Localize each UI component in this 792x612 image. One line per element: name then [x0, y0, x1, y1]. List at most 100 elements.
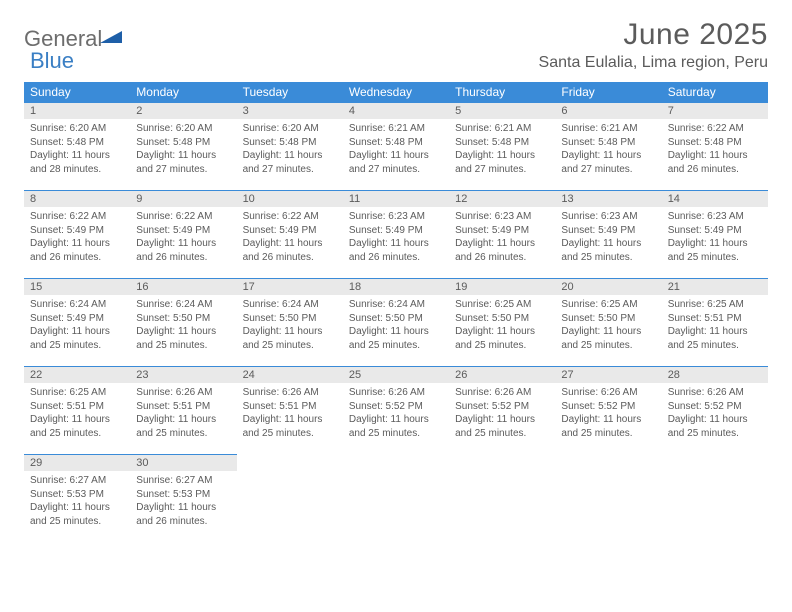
sunrise-line: Sunrise: 6:22 AM: [668, 122, 762, 136]
sunset-line: Sunset: 5:50 PM: [349, 312, 443, 326]
day-number: 24: [237, 367, 343, 383]
day-cell: 29Sunrise: 6:27 AMSunset: 5:53 PMDayligh…: [24, 455, 130, 543]
week-row: 1Sunrise: 6:20 AMSunset: 5:48 PMDaylight…: [24, 103, 768, 191]
sunrise-line: Sunrise: 6:21 AM: [561, 122, 655, 136]
sunset-line: Sunset: 5:51 PM: [30, 400, 124, 414]
day-body: Sunrise: 6:26 AMSunset: 5:52 PMDaylight:…: [343, 383, 449, 446]
weekday-header: Thursday: [449, 82, 555, 103]
day-number: 19: [449, 279, 555, 295]
daylight-line: Daylight: 11 hours and 27 minutes.: [243, 149, 337, 176]
day-number: 3: [237, 103, 343, 119]
sunset-line: Sunset: 5:48 PM: [561, 136, 655, 150]
day-body: Sunrise: 6:20 AMSunset: 5:48 PMDaylight:…: [237, 119, 343, 182]
day-number: 4: [343, 103, 449, 119]
weekday-header: Sunday: [24, 82, 130, 103]
day-body: Sunrise: 6:26 AMSunset: 5:52 PMDaylight:…: [662, 383, 768, 446]
day-body: Sunrise: 6:26 AMSunset: 5:52 PMDaylight:…: [449, 383, 555, 446]
day-body: Sunrise: 6:22 AMSunset: 5:48 PMDaylight:…: [662, 119, 768, 182]
day-cell: 24Sunrise: 6:26 AMSunset: 5:51 PMDayligh…: [237, 367, 343, 455]
sunset-line: Sunset: 5:52 PM: [668, 400, 762, 414]
title-location: Santa Eulalia, Lima region, Peru: [539, 54, 768, 72]
day-number: 17: [237, 279, 343, 295]
day-cell: 10Sunrise: 6:22 AMSunset: 5:49 PMDayligh…: [237, 191, 343, 279]
sunrise-line: Sunrise: 6:26 AM: [136, 386, 230, 400]
day-cell: 27Sunrise: 6:26 AMSunset: 5:52 PMDayligh…: [555, 367, 661, 455]
sunset-line: Sunset: 5:50 PM: [455, 312, 549, 326]
empty-cell: [237, 455, 343, 543]
day-number: 5: [449, 103, 555, 119]
daylight-line: Daylight: 11 hours and 28 minutes.: [30, 149, 124, 176]
day-body: Sunrise: 6:25 AMSunset: 5:50 PMDaylight:…: [449, 295, 555, 358]
day-number: 7: [662, 103, 768, 119]
day-cell: 9Sunrise: 6:22 AMSunset: 5:49 PMDaylight…: [130, 191, 236, 279]
day-number: 30: [130, 455, 236, 471]
empty-cell: [449, 455, 555, 543]
day-cell: 14Sunrise: 6:23 AMSunset: 5:49 PMDayligh…: [662, 191, 768, 279]
sunrise-line: Sunrise: 6:26 AM: [349, 386, 443, 400]
empty-cell: [662, 455, 768, 543]
sunrise-line: Sunrise: 6:26 AM: [243, 386, 337, 400]
day-cell: 11Sunrise: 6:23 AMSunset: 5:49 PMDayligh…: [343, 191, 449, 279]
sunrise-line: Sunrise: 6:21 AM: [455, 122, 549, 136]
day-cell: 13Sunrise: 6:23 AMSunset: 5:49 PMDayligh…: [555, 191, 661, 279]
sunrise-line: Sunrise: 6:25 AM: [668, 298, 762, 312]
day-body: Sunrise: 6:26 AMSunset: 5:52 PMDaylight:…: [555, 383, 661, 446]
daylight-line: Daylight: 11 hours and 27 minutes.: [349, 149, 443, 176]
day-body: Sunrise: 6:21 AMSunset: 5:48 PMDaylight:…: [343, 119, 449, 182]
day-body: Sunrise: 6:23 AMSunset: 5:49 PMDaylight:…: [662, 207, 768, 270]
header: General June 2025 Santa Eulalia, Lima re…: [0, 0, 792, 76]
sunrise-line: Sunrise: 6:24 AM: [349, 298, 443, 312]
daylight-line: Daylight: 11 hours and 25 minutes.: [349, 325, 443, 352]
day-cell: 22Sunrise: 6:25 AMSunset: 5:51 PMDayligh…: [24, 367, 130, 455]
sunset-line: Sunset: 5:48 PM: [243, 136, 337, 150]
daylight-line: Daylight: 11 hours and 26 minutes.: [349, 237, 443, 264]
weekday-header: Tuesday: [237, 82, 343, 103]
day-cell: 1Sunrise: 6:20 AMSunset: 5:48 PMDaylight…: [24, 103, 130, 191]
sunset-line: Sunset: 5:52 PM: [455, 400, 549, 414]
daylight-line: Daylight: 11 hours and 25 minutes.: [349, 413, 443, 440]
empty-cell: [555, 455, 661, 543]
daylight-line: Daylight: 11 hours and 25 minutes.: [668, 413, 762, 440]
daylight-line: Daylight: 11 hours and 25 minutes.: [561, 325, 655, 352]
daylight-line: Daylight: 11 hours and 25 minutes.: [561, 413, 655, 440]
sunrise-line: Sunrise: 6:27 AM: [136, 474, 230, 488]
sunrise-line: Sunrise: 6:20 AM: [136, 122, 230, 136]
sunset-line: Sunset: 5:51 PM: [136, 400, 230, 414]
day-body: Sunrise: 6:20 AMSunset: 5:48 PMDaylight:…: [130, 119, 236, 182]
daylight-line: Daylight: 11 hours and 25 minutes.: [136, 413, 230, 440]
logo-blue-wrap: Blue: [30, 48, 74, 74]
sunset-line: Sunset: 5:50 PM: [561, 312, 655, 326]
sunrise-line: Sunrise: 6:24 AM: [30, 298, 124, 312]
daylight-line: Daylight: 11 hours and 26 minutes.: [243, 237, 337, 264]
logo-triangle-icon: [100, 27, 122, 48]
week-row: 15Sunrise: 6:24 AMSunset: 5:49 PMDayligh…: [24, 279, 768, 367]
day-cell: 30Sunrise: 6:27 AMSunset: 5:53 PMDayligh…: [130, 455, 236, 543]
day-number: 1: [24, 103, 130, 119]
sunrise-line: Sunrise: 6:22 AM: [243, 210, 337, 224]
sunset-line: Sunset: 5:48 PM: [668, 136, 762, 150]
sunset-line: Sunset: 5:51 PM: [243, 400, 337, 414]
sunset-line: Sunset: 5:49 PM: [349, 224, 443, 238]
day-number: 11: [343, 191, 449, 207]
weekday-header: Wednesday: [343, 82, 449, 103]
day-cell: 3Sunrise: 6:20 AMSunset: 5:48 PMDaylight…: [237, 103, 343, 191]
daylight-line: Daylight: 11 hours and 26 minutes.: [136, 237, 230, 264]
sunset-line: Sunset: 5:48 PM: [349, 136, 443, 150]
week-row: 8Sunrise: 6:22 AMSunset: 5:49 PMDaylight…: [24, 191, 768, 279]
daylight-line: Daylight: 11 hours and 25 minutes.: [30, 413, 124, 440]
sunset-line: Sunset: 5:49 PM: [30, 312, 124, 326]
day-number: 2: [130, 103, 236, 119]
daylight-line: Daylight: 11 hours and 26 minutes.: [136, 501, 230, 528]
daylight-line: Daylight: 11 hours and 25 minutes.: [136, 325, 230, 352]
sunrise-line: Sunrise: 6:21 AM: [349, 122, 443, 136]
day-cell: 20Sunrise: 6:25 AMSunset: 5:50 PMDayligh…: [555, 279, 661, 367]
sunrise-line: Sunrise: 6:23 AM: [668, 210, 762, 224]
title-block: June 2025 Santa Eulalia, Lima region, Pe…: [539, 18, 768, 72]
sunset-line: Sunset: 5:52 PM: [349, 400, 443, 414]
daylight-line: Daylight: 11 hours and 25 minutes.: [668, 237, 762, 264]
day-number: 27: [555, 367, 661, 383]
day-number: 14: [662, 191, 768, 207]
day-body: Sunrise: 6:24 AMSunset: 5:50 PMDaylight:…: [237, 295, 343, 358]
day-number: 9: [130, 191, 236, 207]
sunset-line: Sunset: 5:48 PM: [455, 136, 549, 150]
